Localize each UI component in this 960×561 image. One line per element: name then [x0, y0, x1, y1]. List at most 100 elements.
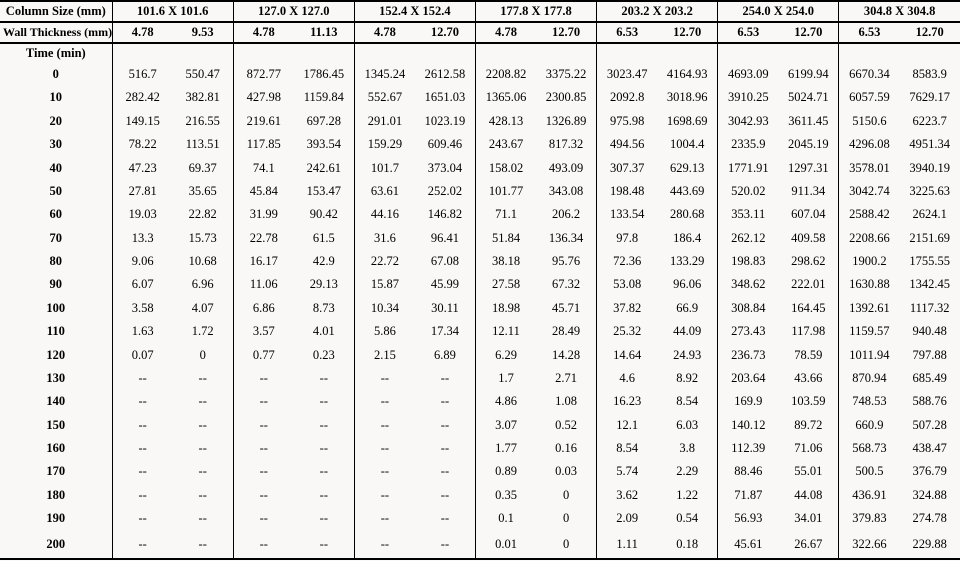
value-cell: 22.72 — [354, 250, 415, 273]
value-cell: 97.8 — [597, 227, 658, 250]
value-cell: 6223.7 — [899, 110, 960, 133]
value-cell: -- — [415, 507, 476, 530]
value-cell: 4164.93 — [657, 63, 718, 86]
value-cell: -- — [112, 437, 173, 460]
value-cell: 72.36 — [597, 250, 658, 273]
value-cell: 95.76 — [536, 250, 597, 273]
wall-8: 6.53 — [597, 22, 658, 43]
value-cell: 242.61 — [294, 157, 355, 180]
value-cell: 5.74 — [597, 460, 658, 483]
value-cell: 101.77 — [475, 180, 536, 203]
table-row: 180------------0.3503.621.2271.8744.0843… — [0, 484, 960, 507]
value-cell: 3225.63 — [899, 180, 960, 203]
value-cell: 4296.08 — [839, 133, 900, 156]
value-cell: 443.69 — [657, 180, 718, 203]
value-cell: 158.02 — [475, 157, 536, 180]
value-cell: 8.73 — [294, 297, 355, 320]
time-cell: 10 — [0, 86, 112, 109]
wall-3: 11.13 — [294, 22, 355, 43]
table-row: 130------------1.72.714.68.92203.6443.66… — [0, 367, 960, 390]
value-cell: 0.52 — [536, 414, 597, 437]
value-cell: 940.48 — [899, 320, 960, 343]
value-cell: 3.57 — [233, 320, 294, 343]
value-cell: 308.84 — [718, 297, 779, 320]
value-cell: 4.6 — [597, 367, 658, 390]
value-cell: -- — [173, 437, 234, 460]
value-cell: 607.04 — [778, 203, 839, 226]
value-cell: 243.67 — [475, 133, 536, 156]
table-row: 160------------1.770.168.543.8112.3971.0… — [0, 437, 960, 460]
value-cell: 1.22 — [657, 484, 718, 507]
value-cell: 113.51 — [173, 133, 234, 156]
value-cell: 2.71 — [536, 367, 597, 390]
wall-11: 12.70 — [778, 22, 839, 43]
value-cell: 280.68 — [657, 203, 718, 226]
col-size-label: Column Size (mm) — [0, 1, 112, 22]
value-cell: 3042.74 — [839, 180, 900, 203]
value-cell: 28.49 — [536, 320, 597, 343]
value-cell: 552.67 — [354, 86, 415, 109]
value-cell: 6.86 — [233, 297, 294, 320]
table-row: 170------------0.890.035.742.2988.4655.0… — [0, 460, 960, 483]
value-cell: 1011.94 — [839, 344, 900, 367]
table-row: 190------------0.102.090.5456.9334.01379… — [0, 507, 960, 530]
value-cell: 6.89 — [415, 344, 476, 367]
value-cell: 27.58 — [475, 273, 536, 296]
value-cell: -- — [294, 460, 355, 483]
value-cell: 198.83 — [718, 250, 779, 273]
value-cell: 348.62 — [718, 273, 779, 296]
value-cell: 19.03 — [112, 203, 173, 226]
value-cell: 262.12 — [718, 227, 779, 250]
value-cell: 291.01 — [354, 110, 415, 133]
value-cell: 10.68 — [173, 250, 234, 273]
value-cell: 4.07 — [173, 297, 234, 320]
value-cell: 307.37 — [597, 157, 658, 180]
value-cell: 9.06 — [112, 250, 173, 273]
value-cell: 2092.8 — [597, 86, 658, 109]
value-cell: 1630.88 — [839, 273, 900, 296]
value-cell: 44.16 — [354, 203, 415, 226]
value-cell: 133.29 — [657, 250, 718, 273]
value-cell: -- — [415, 484, 476, 507]
value-cell: 568.73 — [839, 437, 900, 460]
value-cell: -- — [415, 414, 476, 437]
value-cell: 3.62 — [597, 484, 658, 507]
time-label-row: Time (min) — [0, 43, 960, 63]
col-size-0: 101.6 X 101.6 — [112, 1, 233, 22]
value-cell: -- — [173, 414, 234, 437]
value-cell: 103.59 — [778, 390, 839, 413]
value-cell: 1342.45 — [899, 273, 960, 296]
table-row: 4047.2369.3774.1242.61101.7373.04158.024… — [0, 157, 960, 180]
wall-10: 6.53 — [718, 22, 779, 43]
value-cell: 31.6 — [354, 227, 415, 250]
value-cell: -- — [354, 460, 415, 483]
value-cell: 15.87 — [354, 273, 415, 296]
value-cell: 22.78 — [233, 227, 294, 250]
value-cell: 43.66 — [778, 367, 839, 390]
value-cell: 1.08 — [536, 390, 597, 413]
value-cell: 61.5 — [294, 227, 355, 250]
value-cell: 3.58 — [112, 297, 173, 320]
wall-thickness-label: Wall Thickness (mm) — [0, 22, 112, 43]
value-cell: 2208.66 — [839, 227, 900, 250]
value-cell: 101.7 — [354, 157, 415, 180]
value-cell: 588.76 — [899, 390, 960, 413]
value-cell: -- — [112, 414, 173, 437]
value-cell: -- — [354, 484, 415, 507]
value-cell: 229.88 — [899, 531, 960, 559]
table-row: 1003.584.076.868.7310.3430.1118.9845.713… — [0, 297, 960, 320]
time-label: Time (min) — [0, 43, 112, 63]
value-cell: -- — [294, 390, 355, 413]
value-cell: 2612.58 — [415, 63, 476, 86]
value-cell: 324.88 — [899, 484, 960, 507]
value-cell: 96.41 — [415, 227, 476, 250]
value-cell: -- — [294, 414, 355, 437]
value-cell: 14.28 — [536, 344, 597, 367]
wall-12: 6.53 — [839, 22, 900, 43]
data-body: 0516.7550.47872.771786.451345.242612.582… — [0, 63, 960, 559]
value-cell: 282.42 — [112, 86, 173, 109]
value-cell: 30.11 — [415, 297, 476, 320]
value-cell: 697.28 — [294, 110, 355, 133]
wall-9: 12.70 — [657, 22, 718, 43]
value-cell: 748.53 — [839, 390, 900, 413]
